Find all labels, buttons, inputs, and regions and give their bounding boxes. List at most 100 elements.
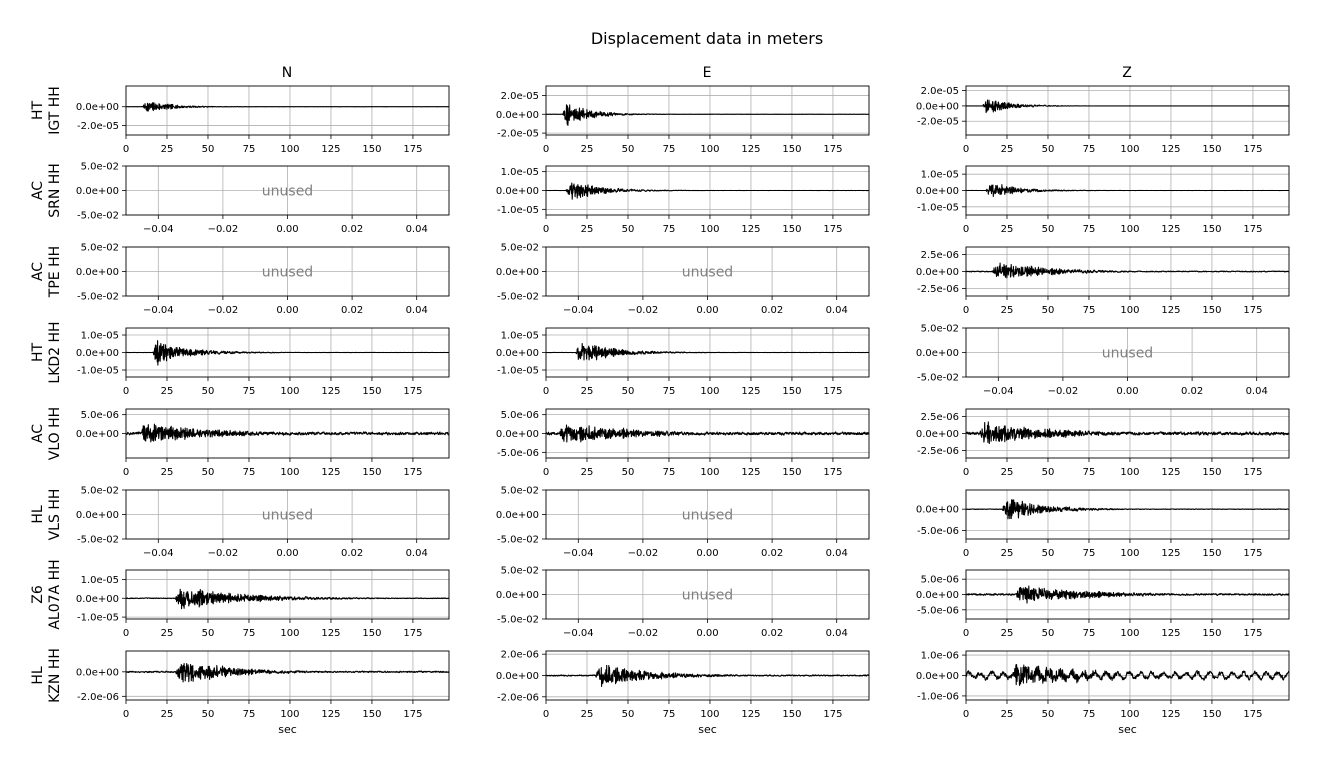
y-tick-label: 5.0e-06 bbox=[921, 575, 959, 586]
x-tick-label: 0 bbox=[543, 709, 549, 720]
x-tick-label: 150 bbox=[1202, 548, 1221, 559]
x-tick-label: 125 bbox=[741, 386, 760, 397]
x-tick-label: 0.02 bbox=[341, 224, 363, 235]
y-tick-label: 5.0e-02 bbox=[81, 162, 119, 173]
x-tick-label: 0.04 bbox=[1246, 386, 1268, 397]
axes-frame bbox=[545, 489, 870, 540]
row-lkd2-hh-e-panel: 0 25 50 75 100 125 150 175 1.0e-05 0.0e+00 -1.0e-0… bbox=[496, 327, 870, 397]
trace-n bbox=[126, 102, 449, 112]
x-tick-label: 125 bbox=[1161, 709, 1180, 720]
x-tick-label: 75 bbox=[243, 467, 256, 478]
y-tick-label: 5.0e-02 bbox=[501, 486, 539, 497]
x-axis-label: sec bbox=[278, 723, 297, 736]
x-tick-label: 75 bbox=[243, 628, 256, 639]
x-tick-label: 175 bbox=[403, 628, 422, 639]
x-tick-label: 25 bbox=[1001, 144, 1014, 155]
y-tick-label: 2.5e-06 bbox=[921, 250, 959, 261]
x-tick-label: 50 bbox=[202, 628, 215, 639]
unused-label: unused bbox=[1102, 346, 1153, 362]
x-tick-label: 25 bbox=[581, 386, 594, 397]
x-tick-label: 50 bbox=[1042, 467, 1055, 478]
x-tick-label: 175 bbox=[1243, 144, 1262, 155]
x-tick-label: 50 bbox=[1042, 305, 1055, 316]
y-tick-label: 1.0e-05 bbox=[921, 170, 959, 181]
axes-frame bbox=[125, 489, 450, 540]
x-tick-label: −0.02 bbox=[1048, 386, 1079, 397]
x-tick-label: 150 bbox=[1202, 467, 1221, 478]
y-tick-label: 5.0e-06 bbox=[501, 410, 539, 421]
axes-frame bbox=[965, 408, 1290, 459]
y-tick-label: 0.0e+00 bbox=[76, 267, 119, 278]
x-tick-label: −0.04 bbox=[143, 305, 174, 316]
x-tick-label: 0.00 bbox=[1116, 386, 1138, 397]
column-title-z: Z bbox=[1122, 65, 1132, 81]
column-title-e: E bbox=[703, 65, 712, 81]
x-tick-label: 0.00 bbox=[696, 548, 718, 559]
row-station-label: KZN HH bbox=[47, 648, 63, 703]
x-tick-label: 125 bbox=[1161, 224, 1180, 235]
y-tick-label: 0.0e+00 bbox=[496, 510, 539, 521]
x-tick-label: 0.00 bbox=[276, 224, 298, 235]
x-tick-label: 150 bbox=[362, 709, 381, 720]
x-axis-label: sec bbox=[1118, 723, 1137, 736]
x-tick-label: 75 bbox=[663, 709, 676, 720]
trace-e bbox=[546, 104, 869, 126]
x-tick-label: −0.04 bbox=[143, 548, 174, 559]
y-tick-label: -5.0e-02 bbox=[917, 373, 959, 384]
x-tick-label: 0.02 bbox=[761, 548, 783, 559]
y-tick-label: 0.0e+00 bbox=[496, 429, 539, 440]
y-tick-label: -1.0e-05 bbox=[77, 613, 119, 624]
trace-e bbox=[546, 424, 869, 443]
x-tick-label: 150 bbox=[362, 144, 381, 155]
y-tick-label: 5.0e-02 bbox=[501, 566, 539, 577]
axes-frame bbox=[965, 569, 1290, 620]
x-tick-label: 25 bbox=[161, 709, 174, 720]
x-tick-label: 100 bbox=[1120, 709, 1139, 720]
x-tick-label: 125 bbox=[741, 467, 760, 478]
x-tick-label: 0.00 bbox=[696, 628, 718, 639]
x-tick-label: 100 bbox=[1120, 224, 1139, 235]
y-tick-label: 0.0e+00 bbox=[916, 671, 959, 682]
x-tick-label: 150 bbox=[782, 224, 801, 235]
y-tick-label: 5.0e-02 bbox=[501, 243, 539, 254]
trace-z bbox=[966, 585, 1289, 604]
x-tick-label: −0.04 bbox=[563, 548, 594, 559]
y-tick-label: -5.0e-06 bbox=[497, 448, 539, 459]
x-tick-label: 100 bbox=[1120, 548, 1139, 559]
x-tick-label: 0.04 bbox=[826, 548, 848, 559]
x-tick-label: 125 bbox=[741, 144, 760, 155]
x-tick-label: 25 bbox=[161, 144, 174, 155]
x-tick-label: 75 bbox=[663, 386, 676, 397]
x-tick-label: 50 bbox=[622, 386, 635, 397]
x-tick-label: −0.02 bbox=[628, 548, 659, 559]
axes-frame bbox=[545, 165, 870, 216]
x-tick-label: 0.00 bbox=[276, 548, 298, 559]
row-station-label: VLO HH bbox=[47, 407, 63, 460]
y-tick-label: 0.0e+00 bbox=[76, 510, 119, 521]
x-tick-label: 0 bbox=[543, 386, 549, 397]
y-tick-label: 0.0e+00 bbox=[76, 429, 119, 440]
x-tick-label: 75 bbox=[1083, 709, 1096, 720]
trace-z bbox=[966, 421, 1289, 445]
unused-label: unused bbox=[262, 184, 313, 200]
axes-frame bbox=[965, 165, 1290, 216]
x-tick-label: 50 bbox=[1042, 628, 1055, 639]
row-kzn-hh-label: HL KZN HH bbox=[30, 648, 63, 703]
x-tick-label: 75 bbox=[1083, 224, 1096, 235]
row-al07a-hh-label: Z6 AL07A HH bbox=[30, 559, 63, 629]
axes-frame bbox=[545, 327, 870, 378]
y-tick-label: 1.0e-05 bbox=[81, 575, 119, 586]
x-tick-label: 125 bbox=[1161, 467, 1180, 478]
x-tick-label: 50 bbox=[622, 224, 635, 235]
axes-frame bbox=[125, 327, 450, 378]
row-station-label: VLS HH bbox=[47, 489, 63, 541]
y-tick-label: 2.0e-05 bbox=[501, 91, 539, 102]
y-tick-label: 5.0e-06 bbox=[81, 410, 119, 421]
axes-frame bbox=[125, 165, 450, 216]
x-tick-label: −0.04 bbox=[143, 224, 174, 235]
x-tick-label: 25 bbox=[1001, 628, 1014, 639]
axes-frame bbox=[965, 650, 1290, 701]
x-tick-label: 25 bbox=[581, 467, 594, 478]
x-tick-label: 150 bbox=[782, 386, 801, 397]
x-tick-label: 125 bbox=[1161, 548, 1180, 559]
